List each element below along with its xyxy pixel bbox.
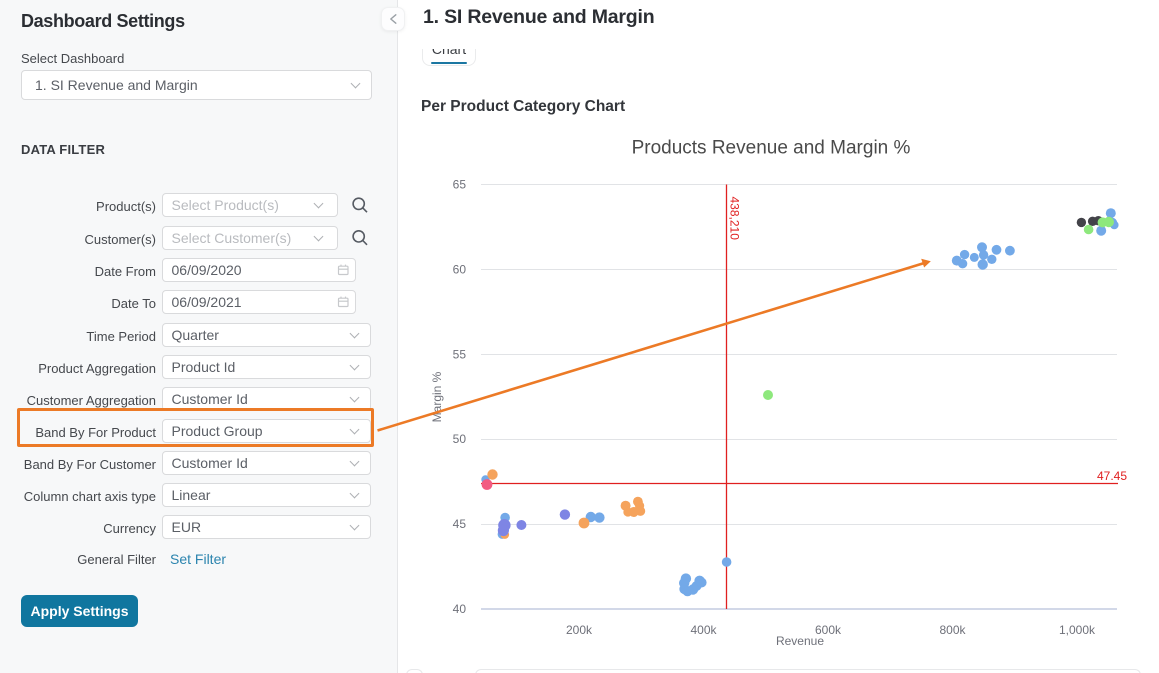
svg-text:65: 65: [453, 178, 467, 192]
svg-text:55: 55: [453, 347, 467, 361]
svg-text:45: 45: [453, 517, 467, 531]
svg-text:50: 50: [453, 432, 467, 446]
svg-text:47.45: 47.45: [1097, 469, 1127, 483]
svg-text:1,000k: 1,000k: [1059, 623, 1096, 637]
svg-text:40: 40: [453, 602, 467, 616]
svg-text:Products Revenue and Margin %: Products Revenue and Margin %: [632, 138, 911, 159]
svg-text:Revenue: Revenue: [776, 634, 824, 648]
svg-text:Margin %: Margin %: [430, 371, 444, 422]
svg-text:800k: 800k: [939, 623, 966, 637]
svg-text:400k: 400k: [690, 623, 717, 637]
svg-text:600k: 600k: [815, 623, 842, 637]
svg-text:200k: 200k: [566, 623, 593, 637]
svg-text:438,210: 438,210: [728, 197, 742, 241]
svg-text:60: 60: [453, 262, 467, 276]
